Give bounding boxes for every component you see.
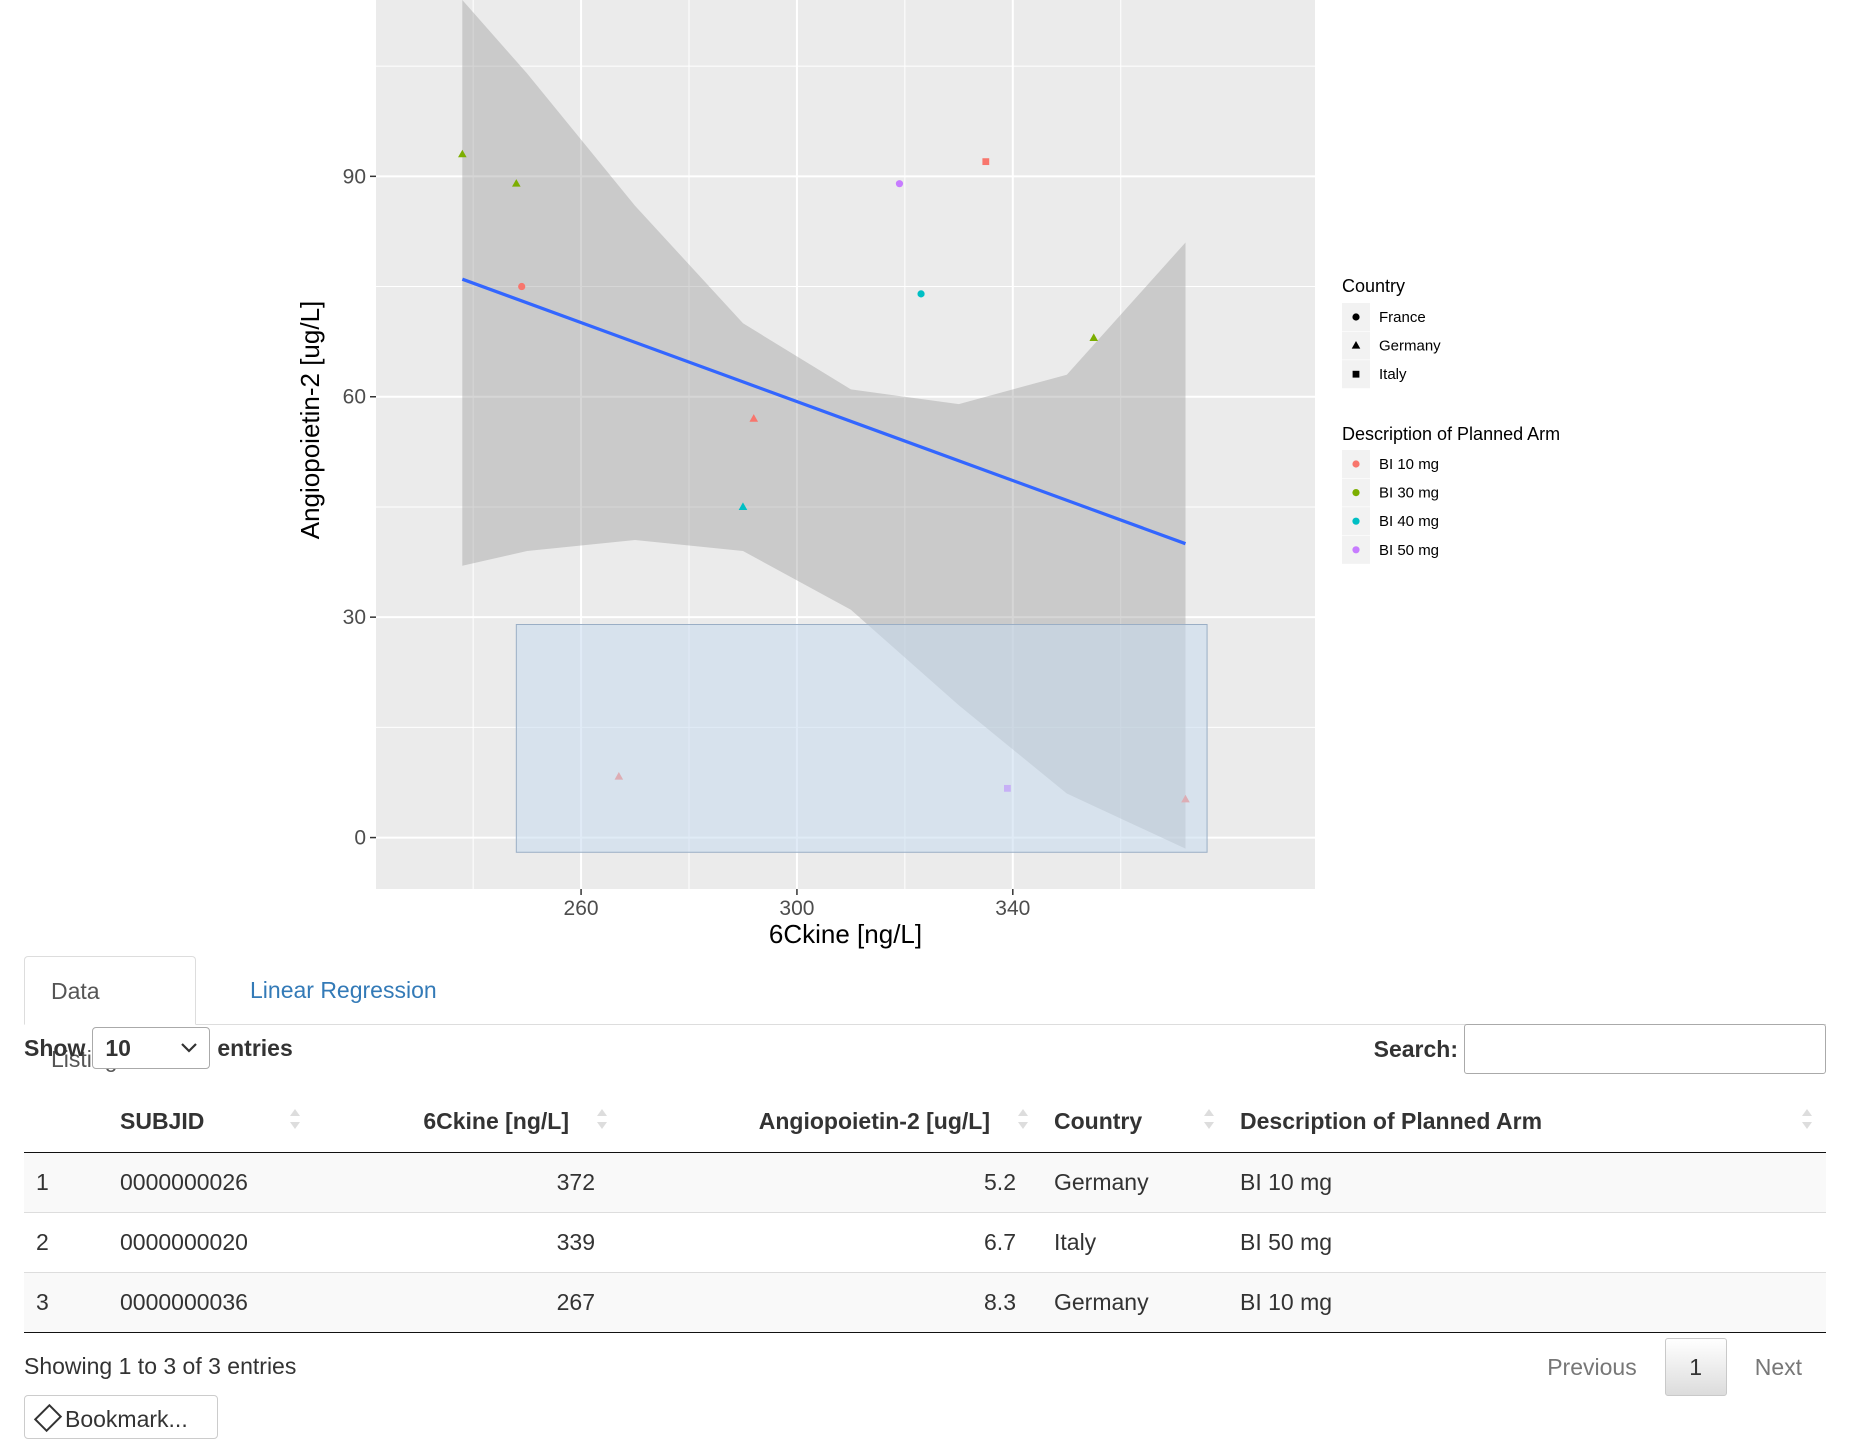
legend-symbol [1352, 313, 1360, 321]
sort-icon [1802, 1109, 1812, 1133]
legend-title: Description of Planned Arm [1342, 424, 1560, 444]
previous-button[interactable]: Previous [1547, 1354, 1637, 1380]
pagination: Previous 1 Next [1523, 1338, 1826, 1396]
regression-line [461, 277, 1187, 546]
column-header-planned-arm[interactable]: Description of Planned Arm [1228, 1090, 1826, 1153]
x-tick-label: 260 [564, 897, 599, 920]
column-header-6ckine[interactable]: 6Ckine [ng/L] [314, 1090, 621, 1153]
cell-angiopoietin: 8.3 [621, 1272, 1042, 1333]
legend-label: BI 40 mg [1379, 513, 1439, 530]
brush-selection [515, 624, 1208, 853]
cell-index: 3 [24, 1272, 108, 1333]
page-length-control: Show 10 entries [24, 1026, 293, 1070]
legend-symbol [1352, 546, 1360, 554]
column-header-angiopoietin[interactable]: Angiopoietin-2 [ug/L] [621, 1090, 1042, 1153]
cell-angiopoietin: 5.2 [621, 1152, 1042, 1213]
legend-label: BI 50 mg [1379, 542, 1439, 559]
legend-symbol [1352, 517, 1360, 525]
table-search: Search: [1374, 1024, 1826, 1074]
search-input[interactable] [1464, 1024, 1826, 1074]
x-tick-label: 340 [995, 897, 1030, 920]
sort-icon [1018, 1109, 1028, 1133]
cell-planned-arm: BI 10 mg [1228, 1272, 1826, 1333]
data-point [1089, 333, 1099, 341]
cell-country: Italy [1042, 1212, 1228, 1273]
page-length-value: 10 [105, 1034, 131, 1061]
cell-subjid: 0000000036 [108, 1272, 314, 1333]
tab-bar: Data Listing Linear Regression [24, 956, 1826, 1072]
tab-data-listing[interactable]: Data Listing [24, 956, 196, 1072]
show-label: Show [24, 1034, 86, 1061]
legend-title: Country [1342, 276, 1405, 296]
cell-index: 1 [24, 1152, 108, 1213]
y-tick-label: 90 [343, 165, 366, 188]
cell-country: Germany [1042, 1272, 1228, 1333]
data-point [458, 149, 467, 158]
y-tick-label: 60 [343, 386, 366, 409]
legend-label: BI 10 mg [1379, 456, 1439, 473]
legend-symbol [1352, 460, 1360, 468]
cell-subjid: 0000000026 [108, 1152, 314, 1213]
y-axis-title: Angiopoietin-2 [ug/L] [295, 301, 325, 540]
data-point [982, 158, 990, 166]
sort-icon [597, 1109, 607, 1133]
next-button[interactable]: Next [1754, 1354, 1802, 1380]
legend-symbol [1351, 341, 1361, 349]
entries-label: entries [217, 1034, 293, 1061]
data-point [512, 179, 521, 187]
y-tick-label: 0 [354, 827, 366, 850]
data-table: SUBJID 6Ckine [ng/L] Angiopoietin-2 [ug/… [24, 1090, 1826, 1333]
page-length-select[interactable]: 10 [92, 1027, 211, 1069]
sort-icon [1204, 1109, 1214, 1133]
cell-index: 2 [24, 1212, 108, 1273]
legend-label: BI 30 mg [1379, 485, 1439, 502]
legend-label: France [1379, 309, 1426, 326]
table-info: Showing 1 to 3 of 3 entries [24, 1353, 297, 1379]
legend-symbol [1352, 489, 1360, 497]
column-header-index[interactable] [24, 1090, 108, 1153]
sort-icon [290, 1109, 300, 1133]
scatter-plot[interactable]: 0 30 60 90 260 300 340 6Ckine [ng/L] Angiopoieti… [0, 0, 1854, 950]
tab-linear-regression[interactable]: Linear Regression [250, 977, 437, 1003]
bookmark-button[interactable]: Bookmark... [24, 1395, 218, 1439]
chevron-down-icon [181, 1043, 198, 1053]
y-tick-label: 30 [343, 606, 366, 629]
x-tick-label: 300 [779, 897, 814, 920]
cell-angiopoietin: 6.7 [621, 1212, 1042, 1273]
cell-6ckine: 267 [314, 1272, 621, 1333]
cell-subjid: 0000000020 [108, 1212, 314, 1273]
table-header-row: SUBJID 6Ckine [ng/L] Angiopoietin-2 [ug/… [24, 1090, 1826, 1153]
cell-planned-arm: BI 10 mg [1228, 1152, 1826, 1213]
table-row[interactable]: 2 0000000020 339 6.7 Italy BI 50 mg [24, 1212, 1826, 1273]
data-point [895, 180, 904, 188]
data-point [749, 414, 759, 422]
cell-6ckine: 372 [314, 1152, 621, 1213]
page-1-button[interactable]: 1 [1664, 1338, 1727, 1396]
data-point [518, 282, 526, 291]
table-row[interactable]: 3 0000000036 267 8.3 Germany BI 10 mg [24, 1272, 1826, 1333]
tag-icon [33, 1403, 63, 1433]
legend-label: Germany [1379, 338, 1441, 355]
search-label: Search: [1373, 1035, 1458, 1062]
cell-country: Germany [1042, 1152, 1228, 1213]
column-header-country[interactable]: Country [1042, 1090, 1228, 1153]
legend-symbol [1352, 370, 1360, 378]
cell-planned-arm: BI 50 mg [1228, 1212, 1826, 1273]
x-axis-title: 6Ckine [ng/L] [769, 919, 922, 949]
column-header-subjid[interactable]: SUBJID [108, 1090, 314, 1153]
table-row[interactable]: 1 0000000026 372 5.2 Germany BI 10 mg [24, 1152, 1826, 1213]
data-point [738, 502, 748, 510]
bookmark-label: Bookmark... [65, 1406, 188, 1432]
data-point [917, 290, 925, 298]
legend-label: Italy [1379, 366, 1407, 383]
cell-6ckine: 339 [314, 1212, 621, 1273]
